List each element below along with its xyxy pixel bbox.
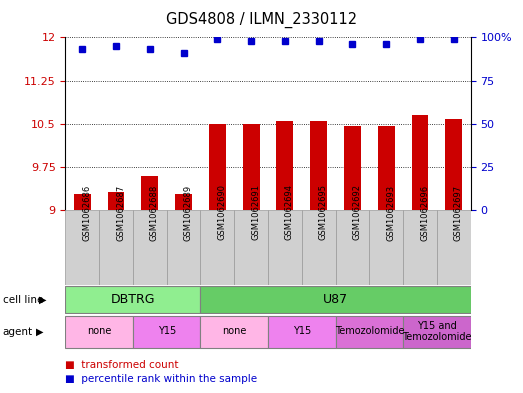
Text: GSM1062697: GSM1062697 — [454, 184, 463, 241]
Text: ■  percentile rank within the sample: ■ percentile rank within the sample — [65, 374, 257, 384]
Bar — [378, 125, 395, 210]
Bar — [403, 316, 471, 348]
Text: ■  transformed count: ■ transformed count — [65, 360, 179, 370]
Bar — [99, 210, 133, 285]
Bar — [200, 210, 234, 285]
Bar — [403, 210, 437, 285]
Bar — [344, 125, 361, 210]
Bar — [200, 286, 471, 313]
Text: GSM1062695: GSM1062695 — [319, 184, 328, 241]
Text: Temozolomide: Temozolomide — [335, 326, 404, 336]
Bar — [133, 316, 200, 348]
Bar — [209, 124, 226, 210]
Bar — [65, 316, 133, 348]
Text: DBTRG: DBTRG — [111, 292, 155, 306]
Text: GSM1062693: GSM1062693 — [386, 184, 395, 241]
Bar — [310, 121, 327, 210]
Text: GSM1062688: GSM1062688 — [150, 184, 159, 241]
Bar — [437, 210, 471, 285]
Bar — [200, 316, 268, 348]
Bar — [175, 194, 192, 210]
Bar — [268, 316, 336, 348]
Bar — [336, 316, 403, 348]
Bar — [302, 210, 336, 285]
Text: GSM1062689: GSM1062689 — [184, 184, 192, 241]
Text: ▶: ▶ — [36, 327, 43, 337]
Text: GSM1062687: GSM1062687 — [116, 184, 125, 241]
Bar — [369, 210, 403, 285]
Text: GSM1062692: GSM1062692 — [353, 184, 361, 241]
Text: ▶: ▶ — [39, 295, 47, 305]
Text: Y15 and
Temozolomide: Y15 and Temozolomide — [402, 321, 472, 342]
Text: GSM1062690: GSM1062690 — [218, 184, 226, 241]
Text: U87: U87 — [323, 292, 348, 306]
Bar — [277, 121, 293, 210]
Text: GSM1062696: GSM1062696 — [420, 184, 429, 241]
Bar — [336, 210, 369, 285]
Text: none: none — [87, 326, 111, 336]
Text: GSM1062694: GSM1062694 — [285, 184, 294, 241]
Bar — [167, 210, 200, 285]
Bar — [65, 210, 99, 285]
Text: Y15: Y15 — [157, 326, 176, 336]
Bar — [243, 124, 259, 210]
Bar — [268, 210, 302, 285]
Bar — [65, 286, 200, 313]
Bar — [412, 115, 428, 210]
Text: GSM1062691: GSM1062691 — [251, 184, 260, 241]
Bar — [108, 192, 124, 210]
Text: GDS4808 / ILMN_2330112: GDS4808 / ILMN_2330112 — [166, 12, 357, 28]
Text: GSM1062686: GSM1062686 — [82, 184, 92, 241]
Bar — [74, 194, 90, 210]
Text: cell line: cell line — [3, 295, 43, 305]
Bar — [446, 119, 462, 210]
Text: agent: agent — [3, 327, 33, 337]
Bar — [234, 210, 268, 285]
Bar — [141, 176, 158, 210]
Bar — [133, 210, 167, 285]
Text: Y15: Y15 — [293, 326, 311, 336]
Text: none: none — [222, 326, 246, 336]
